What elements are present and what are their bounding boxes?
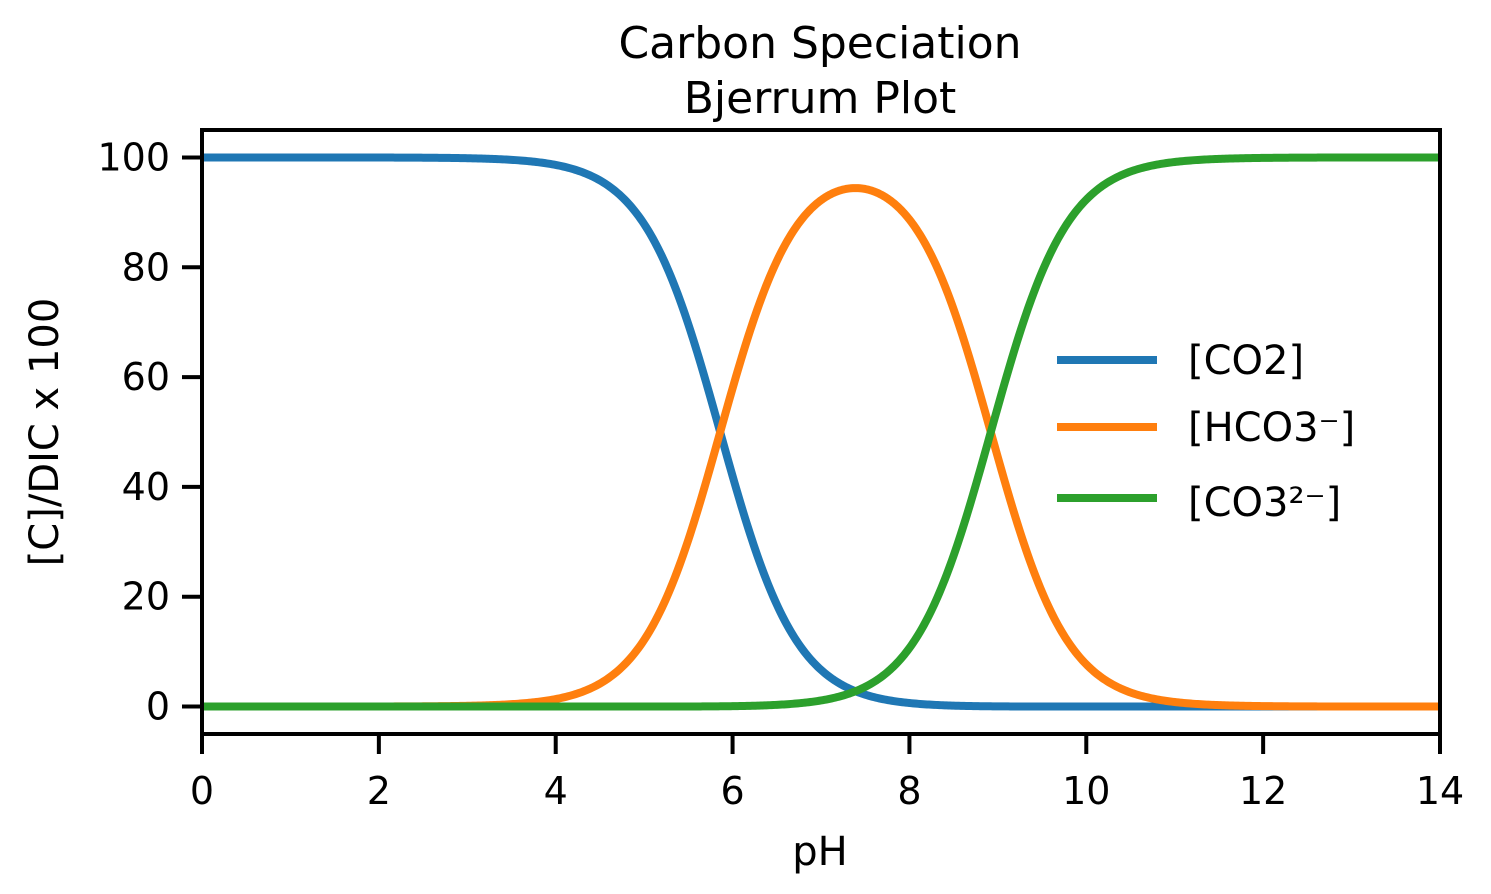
legend-label-co3: [CO3²⁻] [1188, 480, 1341, 526]
ticks-layer: 0 2 4 6 8 10 12 14 0 20 40 60 80 100 [97, 135, 1464, 813]
chart-title: Carbon Speciation [618, 18, 1021, 69]
x-tick-label: 12 [1239, 769, 1287, 813]
legend: [CO2] [HCO3⁻] [CO3²⁻] [1057, 338, 1355, 526]
x-tick-label: 0 [190, 769, 214, 813]
y-tick-label: 0 [146, 685, 170, 729]
series-layer [199, 153, 1443, 711]
x-tick-label: 4 [544, 769, 568, 813]
series-line-2 [199, 153, 1443, 711]
x-axis-label: pH [792, 829, 847, 875]
x-tick-label: 6 [720, 769, 744, 813]
y-tick-label: 20 [122, 575, 170, 619]
y-tick-label: 80 [122, 245, 170, 289]
y-axis-label: [C]/DIC x 100 [22, 298, 68, 567]
chart-subtitle: Bjerrum Plot [684, 73, 957, 124]
plot-frame [200, 128, 1442, 736]
y-tick-label: 100 [97, 135, 170, 179]
y-tick-label: 40 [122, 465, 170, 509]
x-tick-label: 2 [367, 769, 391, 813]
x-tick-label: 10 [1062, 769, 1110, 813]
x-tick-label: 8 [897, 769, 921, 813]
legend-label-co2: [CO2] [1188, 338, 1304, 384]
x-tick-label: 14 [1416, 769, 1464, 813]
y-tick-label: 60 [122, 355, 170, 399]
legend-label-hco3: [HCO3⁻] [1188, 405, 1355, 451]
